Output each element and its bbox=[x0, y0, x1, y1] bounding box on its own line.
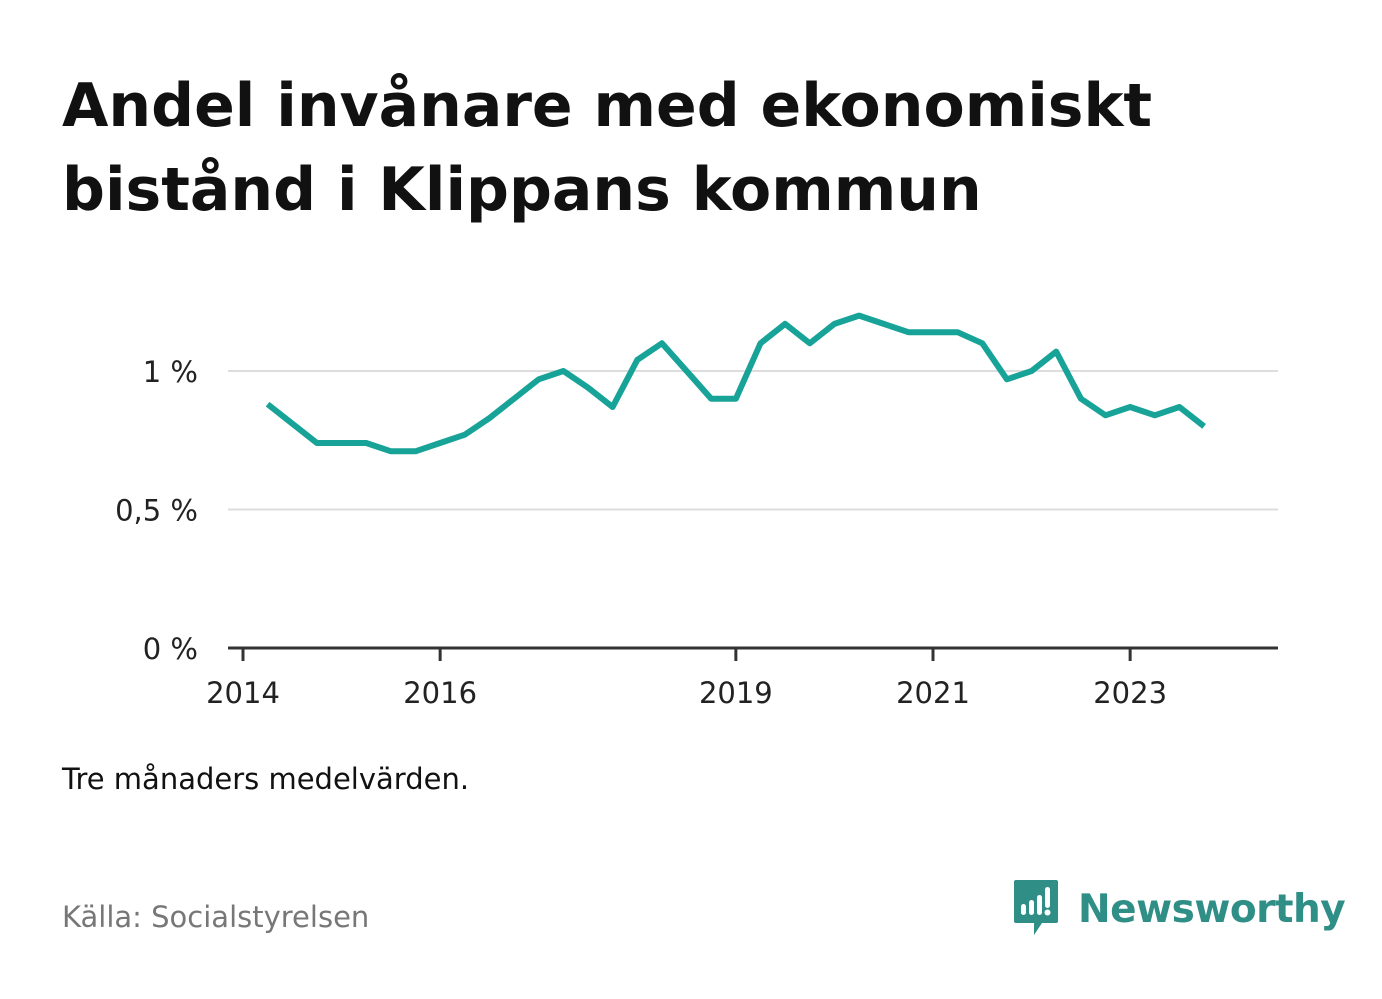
y-tick-label: 1 % bbox=[143, 355, 198, 389]
y-tick-label: 0,5 % bbox=[115, 494, 198, 528]
series-line bbox=[265, 312, 1206, 455]
source-label: Källa: Socialstyrelsen bbox=[62, 900, 370, 934]
chart-note: Tre månaders medelvärden. bbox=[62, 762, 470, 796]
brand-name: Newsworthy bbox=[1078, 886, 1346, 932]
x-tick-label: 2016 bbox=[403, 676, 477, 710]
y-tick-label: 0 % bbox=[143, 632, 198, 666]
gridlines bbox=[228, 370, 1278, 511]
y-axis-ticks: 0 % 0,5 % 1 % bbox=[115, 355, 198, 666]
x-tick-label: 2014 bbox=[206, 676, 280, 710]
x-axis-ticks: 2014 2016 2019 2021 2023 bbox=[206, 648, 1167, 710]
x-tick-label: 2019 bbox=[699, 676, 773, 710]
x-tick-label: 2021 bbox=[896, 676, 970, 710]
newsworthy-logo-icon bbox=[1014, 880, 1058, 935]
brand-logo: Newsworthy bbox=[1012, 877, 1346, 941]
chart-title: Andel invånare med ekonomiskt bistånd i … bbox=[62, 71, 1153, 225]
x-tick-label: 2023 bbox=[1093, 676, 1167, 710]
